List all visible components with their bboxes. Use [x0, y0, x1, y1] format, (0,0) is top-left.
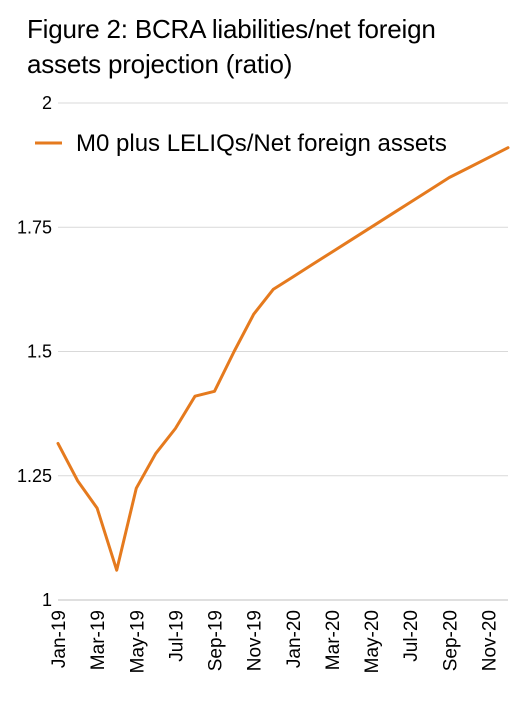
x-tick-label: Jan-19	[49, 610, 70, 668]
series-layer	[56, 146, 510, 572]
x-tick-label: Jan-20	[284, 610, 305, 668]
x-tick-label: Mar-20	[323, 610, 344, 670]
legend: M0 plus LELIQs/Net foreign assets	[35, 130, 447, 157]
y-axis-ticks: 1 1.25 1.5 1.75 2	[17, 93, 52, 610]
legend-label: M0 plus LELIQs/Net foreign assets	[76, 130, 447, 157]
x-tick-label: Jul-20	[401, 610, 422, 662]
chart-title: Figure 2: BCRA liabilities/net foreign a…	[27, 14, 436, 79]
grid-lines	[58, 102, 508, 601]
series-line-0	[56, 146, 510, 572]
y-tick-label: 1.25	[17, 466, 52, 486]
x-tick-label: Nov-20	[479, 610, 500, 671]
x-tick-label: Sep-20	[440, 610, 461, 671]
y-tick-label: 1.5	[27, 342, 52, 362]
x-tick-label: Sep-19	[206, 610, 227, 671]
x-tick-label: Jul-19	[166, 610, 187, 662]
x-tick-label: May-20	[362, 610, 383, 673]
x-tick-label: Nov-19	[245, 610, 266, 671]
y-tick-label: 1	[42, 590, 52, 610]
x-tick-label: Mar-19	[88, 610, 109, 670]
x-tick-label: May-19	[127, 610, 148, 673]
y-tick-label: 2	[42, 93, 52, 113]
x-axis-ticks: Jan-19 Mar-19 May-19 Jul-19 Sep-19 Nov-19 Jan-…	[49, 610, 500, 673]
y-tick-label: 1.75	[17, 217, 52, 237]
